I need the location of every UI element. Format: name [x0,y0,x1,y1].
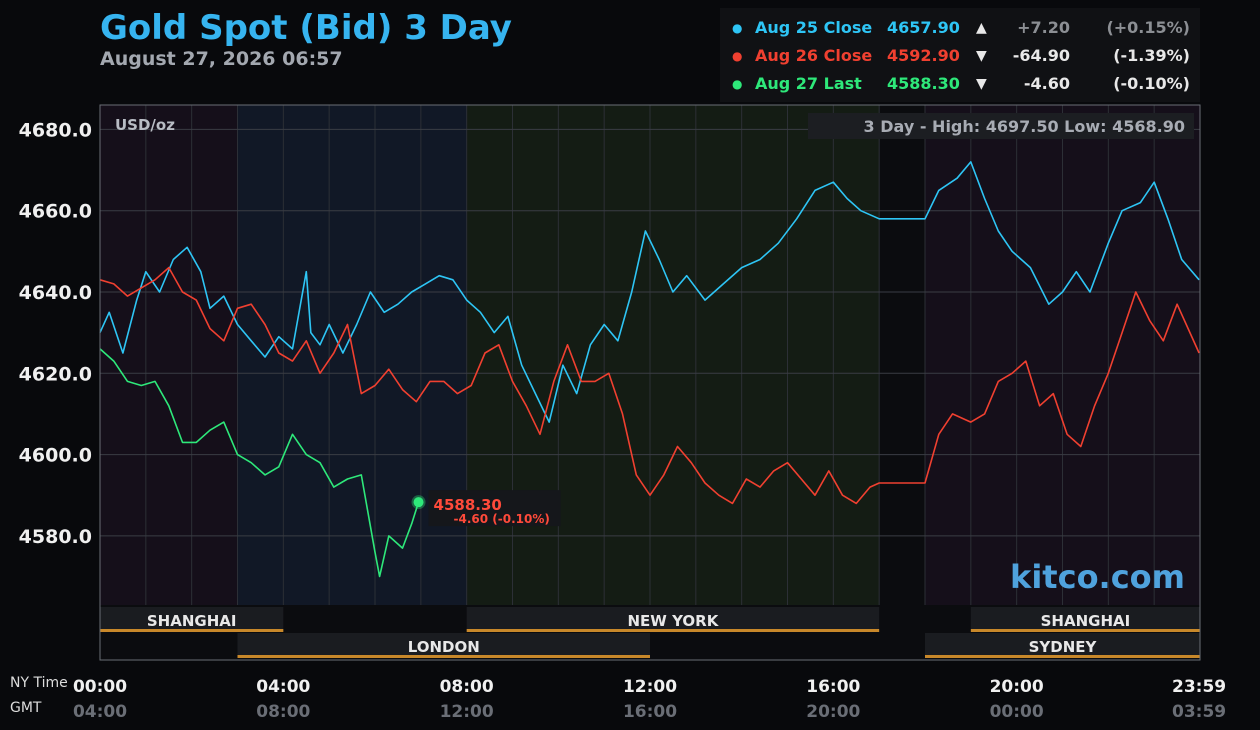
x-tick-gmt: 04:00 [73,702,127,722]
x-tick-ny: 16:00 [806,677,860,697]
session-block-r1-1 [466,607,880,629]
session-shade-1 [237,105,467,660]
x-tick-ny: 04:00 [256,677,310,697]
session-bar-r1-0 [100,629,284,632]
units-label: USD/oz [115,116,175,134]
session-bar-r1-2 [970,629,1200,632]
session-bar-r2-0 [237,655,650,658]
session-block-r1-0 [100,607,284,629]
session-label: NEW YORK [628,612,720,630]
grid-layer [100,105,1200,605]
legend-change-aug26: -64.90 [1012,46,1070,65]
high-low-label: 3 Day - High: 4697.50 Low: 4568.90 [864,117,1185,136]
session-shade-2 [466,105,880,660]
session-bar-r2-1 [925,655,1200,658]
session-block-r2-1 [925,633,1200,655]
y-tick-label: 4620.0 [19,363,92,385]
y-tick-label: 4660.0 [19,201,92,223]
chart-title: Gold Spot (Bid) 3 Day [100,8,512,48]
last-point-marker [413,497,424,508]
x-tick-ny: 00:00 [73,677,127,697]
x-tick-ny: 23:59 [1172,677,1226,697]
watermark: kitco.com [1010,558,1185,596]
x-tick-gmt: 12:00 [440,702,494,722]
y-tick-label: 4680.0 [19,119,92,141]
high-low-box [808,113,1194,139]
legend-value-aug25: 4657.90 [887,18,960,37]
x-tick-ny: 20:00 [990,677,1044,697]
session-label: SYDNEY [1029,638,1098,656]
legend-label-aug27: Aug 27 Last [755,74,862,93]
legend-row-aug25: ● Aug 25 Close 4657.90 ▲ +7.20 (+0.15%) [720,18,1200,42]
price-legend: ● Aug 25 Close 4657.90 ▲ +7.20 (+0.15%) … [720,8,1200,102]
session-bar-r1-1 [466,629,880,632]
axis-layer: 4680.0 4660.0 4640.0 4620.0 4600.0 4580.0 00:0… [19,104,1226,722]
legend-dot-aug27: ● [732,77,743,91]
series-line-aug26 [99,266,1200,505]
legend-arrow-aug26: ▼ [976,48,987,64]
y-tick-label: 4580.0 [19,526,92,548]
legend-dot-aug26: ● [732,49,743,63]
y-tick-label: 4640.0 [19,282,92,304]
x-tick-ny: 08:00 [440,677,494,697]
x-tick-gmt: 16:00 [623,702,677,722]
legend-pct-aug27: (-0.10%) [1113,74,1190,93]
y-tick-label: 4600.0 [19,445,92,467]
plot-frame [99,104,1201,661]
ny-time-label: NY Time [10,675,68,691]
last-price-box [428,490,561,527]
legend-label-aug26: Aug 26 Close [755,46,873,65]
overlay-layer: 4588.30-4.60 (-0.10%) USD/oz 3 Day - High:… [100,113,1200,658]
last-change-label: -4.60 (-0.10%) [454,512,550,526]
legend-label-aug25: Aug 25 Close [755,18,873,37]
series-line-aug25 [99,161,1200,423]
last-price-label: 4588.30 [434,496,502,514]
x-tick-ny: 12:00 [623,677,677,697]
x-tick-gmt: 03:59 [1172,702,1226,722]
series-line-aug27 [99,348,420,578]
legend-change-aug25: +7.20 [1017,18,1070,37]
legend-pct-aug26: (-1.39%) [1113,46,1190,65]
legend-value-aug27: 4588.30 [887,74,960,93]
gmt-label: GMT [10,700,42,716]
session-block-r2-0 [237,633,650,655]
session-label: SHANGHAI [147,612,237,630]
session-label: SHANGHAI [1041,612,1131,630]
x-tick-gmt: 00:00 [990,702,1044,722]
legend-pct-aug25: (+0.15%) [1106,18,1190,37]
session-label: LONDON [408,638,480,656]
legend-arrow-aug25: ▲ [976,20,987,36]
session-shade-0 [100,105,238,660]
legend-arrow-aug27: ▼ [976,76,987,92]
legend-row-aug27: ● Aug 27 Last 4588.30 ▼ -4.60 (-0.10%) [720,74,1200,98]
legend-change-aug27: -4.60 [1023,74,1070,93]
x-tick-gmt: 08:00 [256,702,310,722]
legend-value-aug26: 4592.90 [887,46,960,65]
legend-row-aug26: ● Aug 26 Close 4592.90 ▼ -64.90 (-1.39%) [720,46,1200,70]
chart-date: August 27, 2026 06:57 [100,48,343,70]
session-block-r1-2 [970,607,1200,629]
session-shade-3 [879,105,925,660]
x-tick-gmt: 20:00 [806,702,860,722]
legend-dot-aug25: ● [732,21,743,35]
series-layer [99,161,1200,578]
